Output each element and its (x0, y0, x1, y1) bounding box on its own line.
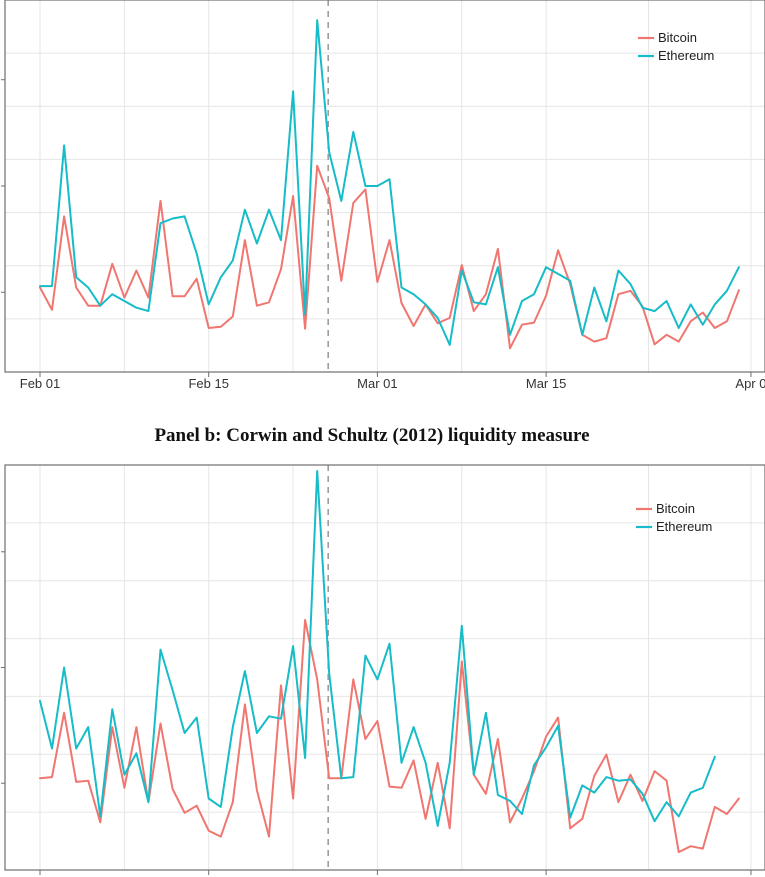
panel-a-x-axis: Feb 01 Feb 15 Mar 01 Mar 15 Apr 0 (20, 372, 765, 391)
panel-b-x-axis (39, 870, 752, 875)
panel-a-series (39, 19, 740, 350)
panel-a-legend: Bitcoin Ethereum (638, 30, 714, 63)
panel-a-plot-area (5, 0, 765, 372)
panel-a-grid (1, 0, 765, 372)
panel-b-plot-border (4, 464, 765, 871)
series-line-ethereum (39, 470, 716, 827)
x-tick-label: Feb 15 (188, 376, 228, 391)
legend-label-ethereum: Ethereum (658, 48, 714, 63)
panel-b-legend: Bitcoin Ethereum (636, 501, 712, 534)
x-tick-label: Feb 01 (20, 376, 60, 391)
panel-a-plot-border (4, 0, 765, 373)
legend-label-bitcoin: Bitcoin (658, 30, 697, 45)
legend-label-bitcoin: Bitcoin (656, 501, 695, 516)
panel-a-chart: Feb 01 Feb 15 Mar 01 Mar 15 Apr 0 Bitcoin Eth… (1, 0, 765, 391)
x-tick-label: Apr 0 (735, 376, 765, 391)
panel-b-chart: Bitcoin Ethereum (1, 464, 765, 875)
series-line-bitcoin (39, 618, 740, 854)
x-tick-label: Mar 15 (526, 376, 566, 391)
series-line-bitcoin (39, 164, 740, 350)
panel-b-title: Panel b: Corwin and Schultz (2012) liqui… (154, 425, 589, 446)
series-line-ethereum (39, 19, 740, 346)
x-tick-label: Mar 01 (357, 376, 397, 391)
panel-b-plot-area (5, 465, 765, 870)
panel-b-series (39, 470, 740, 854)
legend-label-ethereum: Ethereum (656, 519, 712, 534)
